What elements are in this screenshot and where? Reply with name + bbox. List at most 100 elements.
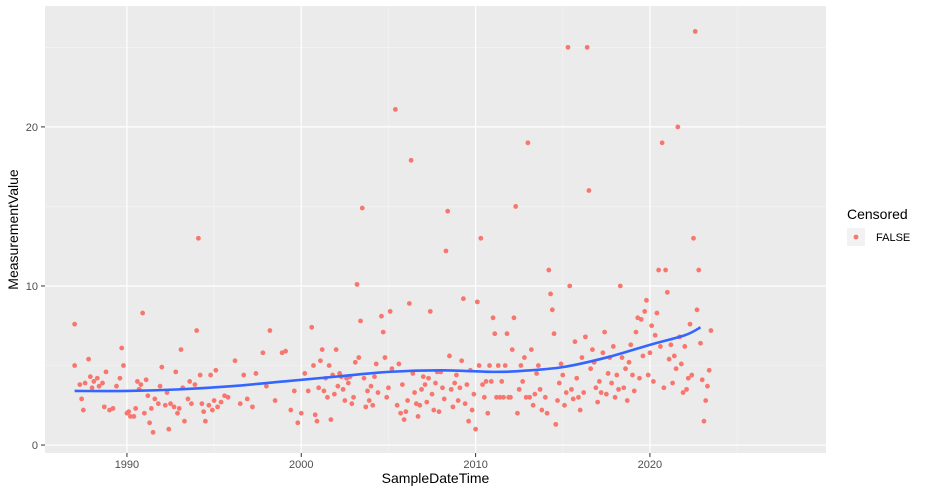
data-point — [159, 364, 165, 370]
data-point — [147, 420, 153, 426]
data-point — [471, 391, 477, 397]
data-point — [182, 418, 187, 424]
data-point — [291, 388, 297, 394]
data-point — [77, 382, 83, 387]
data-point — [460, 296, 466, 302]
data-point — [196, 235, 201, 241]
data-point — [288, 407, 294, 413]
data-point — [680, 390, 686, 395]
data-point — [515, 410, 520, 416]
x-tick-label: 2020 — [638, 459, 662, 471]
data-point — [450, 404, 456, 410]
data-point — [501, 394, 506, 400]
data-point — [232, 358, 238, 364]
x-axis-title: SampleDateTime — [382, 470, 490, 486]
data-point — [673, 366, 679, 372]
data-point — [457, 385, 463, 391]
data-point — [141, 410, 147, 416]
data-point — [644, 297, 649, 303]
data-point — [384, 394, 390, 400]
data-point — [86, 356, 91, 362]
data-point — [490, 315, 496, 321]
data-point — [534, 371, 540, 376]
data-point — [119, 345, 125, 351]
data-point — [443, 248, 449, 254]
data-point — [345, 380, 351, 386]
data-point — [283, 348, 288, 354]
data-point — [666, 356, 672, 362]
data-point — [264, 383, 269, 389]
data-point — [143, 377, 149, 383]
data-point — [569, 386, 574, 392]
data-point — [197, 372, 203, 378]
data-point — [250, 404, 255, 410]
data-point — [464, 382, 470, 387]
data-point — [642, 309, 648, 314]
data-point — [352, 359, 358, 365]
data-point — [610, 344, 616, 349]
data-point — [206, 402, 212, 408]
data-point — [555, 398, 560, 403]
data-point — [445, 208, 451, 214]
data-point — [420, 374, 426, 380]
data-point — [593, 385, 599, 391]
data-point — [356, 355, 362, 360]
data-point — [335, 383, 341, 389]
data-point — [168, 401, 173, 407]
data-point — [340, 386, 346, 392]
data-point — [563, 390, 569, 395]
data-point — [114, 383, 119, 389]
data-point — [532, 391, 538, 397]
data-point — [80, 407, 86, 413]
data-point — [87, 374, 93, 380]
data-point — [399, 382, 405, 387]
data-point — [101, 404, 107, 410]
data-point — [508, 394, 513, 400]
data-point — [79, 396, 85, 402]
data-point — [396, 361, 402, 367]
data-point — [318, 358, 323, 364]
data-point — [576, 394, 581, 400]
data-point — [398, 410, 404, 416]
data-point — [368, 383, 374, 389]
data-point — [328, 417, 334, 422]
data-point — [497, 394, 503, 400]
data-point — [656, 267, 662, 273]
data-point — [103, 369, 109, 375]
data-point — [267, 328, 273, 333]
data-point — [302, 371, 308, 376]
data-point — [631, 388, 637, 394]
data-point — [126, 409, 132, 415]
data-point — [584, 44, 590, 50]
data-point — [602, 329, 607, 335]
data-point — [612, 394, 618, 400]
data-point — [684, 386, 689, 392]
data-point — [148, 406, 154, 411]
data-point — [135, 379, 140, 384]
data-point — [647, 350, 653, 356]
data-point — [685, 375, 691, 381]
data-point — [560, 372, 566, 378]
data-point — [164, 390, 170, 395]
data-point — [494, 394, 499, 400]
data-point — [659, 140, 665, 146]
data-point — [422, 382, 428, 387]
data-point — [616, 386, 621, 392]
data-point — [410, 371, 416, 376]
data-point — [574, 375, 580, 381]
x-tick-label: 2000 — [289, 459, 313, 471]
data-point — [150, 429, 156, 435]
data-point — [365, 388, 370, 394]
data-point — [372, 374, 377, 380]
data-point — [454, 372, 459, 378]
data-point — [539, 407, 545, 413]
data-point — [577, 407, 583, 413]
data-point — [145, 393, 151, 399]
data-point — [152, 396, 158, 402]
data-point — [623, 366, 628, 372]
data-point — [701, 418, 707, 424]
data-point — [389, 366, 395, 372]
data-point — [394, 402, 400, 408]
data-point — [201, 409, 207, 415]
data-point — [429, 391, 435, 397]
